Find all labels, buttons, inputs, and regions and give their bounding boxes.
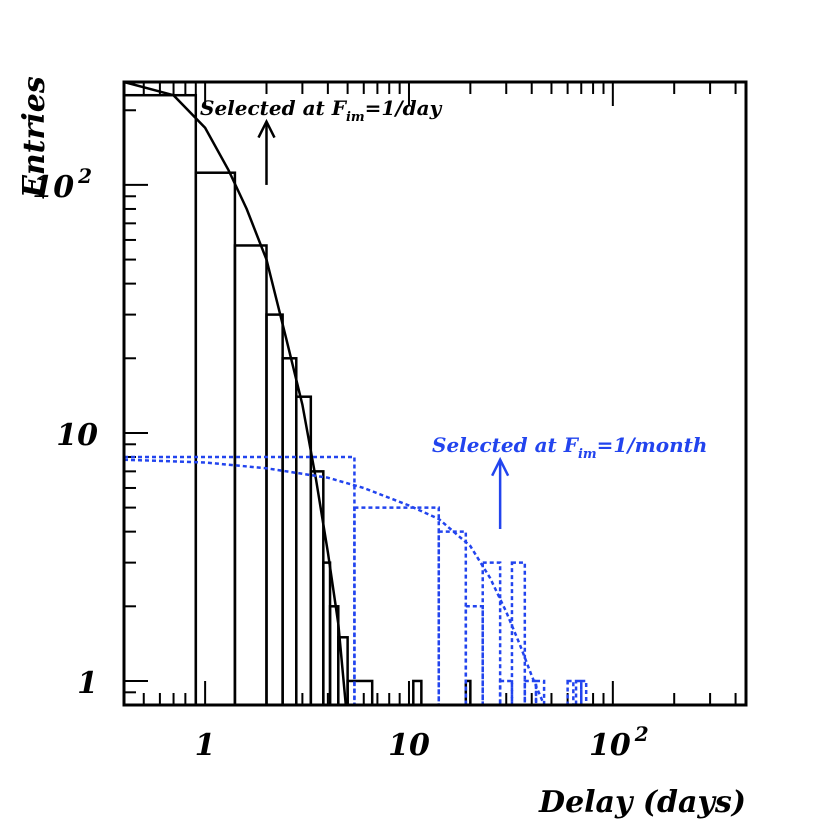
y-tick-label: 1 — [77, 666, 98, 701]
fit-curve — [123, 458, 546, 706]
histogram-bar — [464, 605, 484, 707]
series-group — [122, 80, 472, 707]
annotation-text: Selected at Fim=1/month — [432, 433, 707, 462]
histogram-bar — [437, 530, 468, 707]
histogram-bar — [481, 561, 502, 707]
x-tick-label: 10 2 — [589, 722, 649, 763]
axis-ticks — [123, 82, 737, 706]
annotation-text: Selected at Fim=1/day — [200, 96, 443, 125]
x-tick-label: 1 — [195, 728, 216, 763]
histogram-bar — [346, 679, 374, 707]
annotations: Selected at Fim=1/day Selected at Fim=1/m… — [200, 96, 707, 529]
histogram-bar — [498, 679, 514, 707]
annotation-arrow-head — [257, 118, 276, 139]
histogram-bar — [412, 679, 423, 707]
histogram-bar — [510, 561, 527, 707]
histogram-bar — [566, 679, 575, 707]
y-axis-label: Entries — [17, 76, 52, 199]
fit-curve — [123, 80, 348, 706]
annotation-arrow-head — [491, 456, 510, 477]
histogram-bar — [353, 506, 441, 707]
y-tick-label: 10 — [56, 418, 98, 453]
plot-frame — [122, 80, 748, 707]
histogram-bar — [194, 171, 237, 707]
histogram-bar — [265, 313, 284, 707]
tick-labels: 1 10 10 2 1 10 10 2 — [32, 164, 648, 763]
y-tick-label: 10 2 — [32, 164, 92, 205]
series-layer — [122, 80, 588, 707]
histogram-bar — [122, 455, 356, 707]
histogram-bar — [122, 93, 198, 707]
histogram-bar — [233, 244, 268, 707]
series-group — [122, 455, 588, 707]
x-axis-label: Delay (days) — [538, 785, 746, 820]
x-tick-label: 10 — [388, 728, 430, 763]
histogram-bar — [281, 357, 298, 707]
